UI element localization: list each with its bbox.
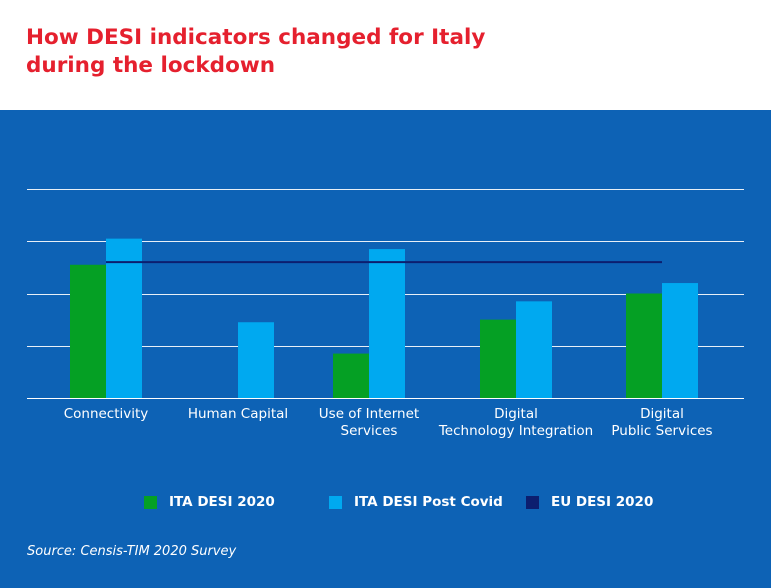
chart-title: How DESI indicators changed for Italy du…: [26, 24, 726, 80]
chart-title-line-1: How DESI indicators changed for Italy: [26, 25, 486, 50]
legend-item-eu-desi-2020: EU DESI 2020: [526, 492, 653, 512]
bar-ita-desi-2020-digital-technology-integration: [480, 319, 516, 398]
category-label-digital-public-services: Digital Public Services: [572, 406, 752, 440]
legend-swatch-ita-desi-2020: [144, 495, 157, 509]
legend-label-ita-desi-post-covid: ITA DESI Post Covid: [354, 494, 503, 510]
category-label-line: Connectivity: [63, 406, 149, 422]
category-label-use-of-internet-services: Use of Internet Services: [279, 406, 459, 440]
bar-ita-desi-2020-digital-public-services: [626, 293, 662, 398]
chart-source-note: Source: Censis-TIM 2020 Survey: [27, 544, 237, 559]
legend-label-eu-desi-2020: EU DESI 2020: [551, 494, 654, 510]
chart-header: How DESI indicators changed for Italy du…: [0, 0, 771, 110]
chart-title-line-2: during the lockdown: [26, 53, 276, 78]
legend-item-ita-desi-2020: ITA DESI 2020: [144, 492, 275, 512]
chart-panel: ITA DESI 2020 ITA DESI Post Covid EU DES…: [0, 110, 771, 588]
bar-ita-desi-2020-use-of-internet-services: [333, 353, 369, 398]
bar-ita-desi-2020-connectivity: [70, 264, 106, 398]
category-label-line: Services: [340, 423, 398, 439]
legend-label-ita-desi-2020: ITA DESI 2020: [169, 494, 275, 510]
category-label-line: Human Capital: [187, 406, 289, 422]
category-label-line: Use of Internet: [318, 406, 420, 422]
category-label-connectivity: Connectivity: [16, 406, 196, 423]
bar-chart: [27, 189, 744, 399]
category-label-digital-technology-integration: Digital Technology Integration: [426, 406, 606, 440]
legend-swatch-ita-desi-post-covid: [329, 495, 342, 509]
bar-ita-desi-post-covid-digital-public-services: [662, 283, 698, 398]
category-label-line: Public Services: [611, 423, 713, 439]
category-label-line: Digital: [640, 406, 684, 422]
category-label-line: Digital: [494, 406, 538, 422]
legend-swatch-eu-desi-2020: [526, 495, 539, 509]
legend-item-ita-desi-post-covid: ITA DESI Post Covid: [329, 492, 503, 512]
bar-ita-desi-post-covid-human-capital: [238, 322, 274, 398]
bar-ita-desi-post-covid-digital-technology-integration: [516, 301, 552, 398]
bar-ita-desi-post-covid-use-of-internet-services: [369, 249, 405, 398]
bar-ita-desi-post-covid-connectivity: [106, 238, 142, 398]
category-label-human-capital: Human Capital: [148, 406, 328, 423]
category-label-line: Technology Integration: [438, 423, 594, 439]
